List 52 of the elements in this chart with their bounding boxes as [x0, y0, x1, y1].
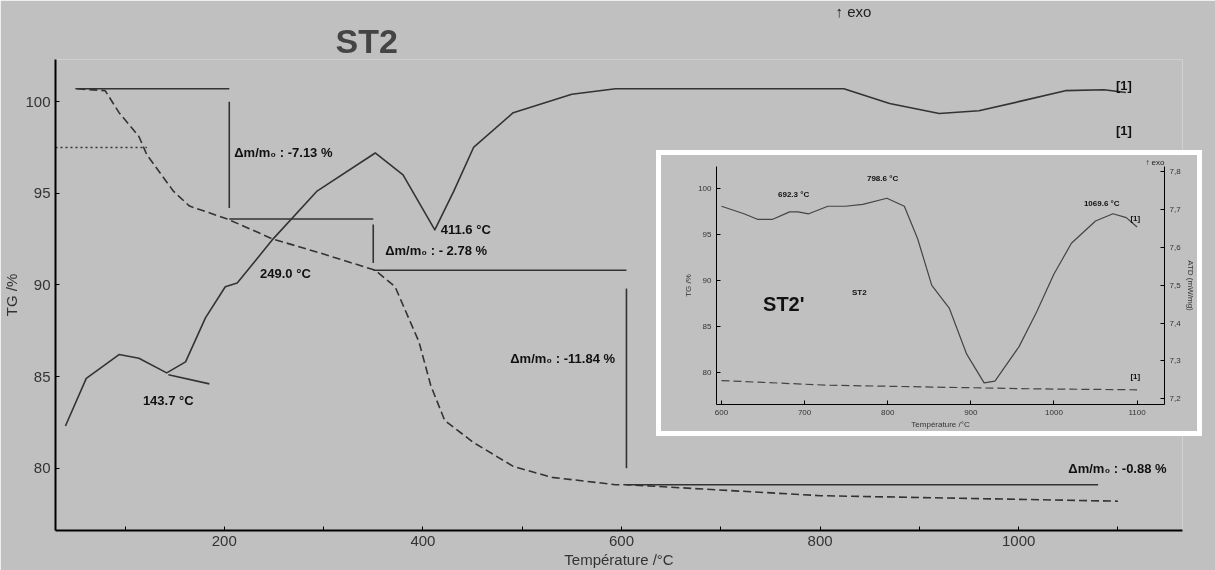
x-tick-label: 1000: [1001, 531, 1036, 549]
x-axis-title: Température /°C: [911, 419, 970, 429]
annotation: [1]: [1115, 123, 1132, 139]
x-tick-label: 400: [410, 531, 436, 549]
annotation: ↑ exo: [1145, 157, 1166, 167]
x-tick-label: 1000: [1045, 407, 1064, 417]
y-tick-label: 90: [33, 275, 51, 293]
x-tick-label: 600: [608, 531, 634, 549]
annotation: 692.3 °C: [778, 189, 810, 199]
annotation: 411.6 °C: [440, 222, 492, 238]
annotation: [1]: [1130, 214, 1141, 224]
annotation: ST2: [851, 287, 868, 297]
y-tick-label: 100: [698, 184, 713, 194]
text: ↑ exo: [835, 2, 872, 20]
annotation: ST2': [763, 293, 805, 316]
annotation: Δm/m₀ : -11.84 %: [510, 350, 616, 366]
y-tick-label: 80: [33, 459, 51, 477]
y2-tick-label: 7,6: [1169, 242, 1182, 252]
annotation: [1]: [1130, 371, 1141, 381]
y2-tick-label: 7,2: [1169, 394, 1182, 404]
annotation: Δm/m₀ : -0.88 %: [1068, 460, 1168, 476]
y-tick-label: 95: [702, 230, 713, 239]
x-tick-label: 900: [964, 407, 979, 417]
y2-tick-label: 7,4: [1169, 318, 1182, 328]
y-tick-label: 100: [25, 92, 51, 110]
annotation: Δm/m₀ : -7.13 %: [234, 145, 333, 161]
annotation: 798.6 °C: [866, 173, 899, 183]
y-tick-label: 85: [33, 367, 51, 385]
y2-tick-label: 7,7: [1169, 205, 1182, 215]
x-tick-label: 800: [881, 407, 895, 417]
y2-tick-label: 7,5: [1169, 280, 1182, 290]
y-axis-title: TG /%: [3, 273, 21, 317]
y-tick-label: 85: [702, 321, 713, 331]
x-tick-label: 700: [797, 407, 812, 417]
x-tick-label: 600: [714, 407, 729, 417]
y-axis-title: TG /%: [684, 274, 694, 297]
y2-tick-label: 7,8: [1169, 167, 1182, 177]
chart-title: ST2: [335, 21, 398, 60]
annotation: 143.7 °C: [142, 392, 195, 408]
y-tick-label: 90: [702, 275, 713, 285]
x-tick-label: 800: [807, 531, 833, 549]
x-tick-label: 200: [211, 531, 237, 549]
annotation: 1069.6 °C: [1083, 198, 1120, 208]
y2-tick-label: 7,3: [1169, 356, 1182, 366]
y-tick-label: 80: [702, 367, 713, 377]
y2-axis-title: ATD (mW/mg): [1185, 260, 1195, 312]
annotation: [1]: [1115, 77, 1132, 93]
annotation: 249.0 °C: [260, 266, 312, 282]
x-tick-label: 1100: [1128, 407, 1147, 417]
x-axis-title: Température /°C: [564, 550, 674, 568]
annotation: Δm/m₀ : - 2.78 %: [385, 242, 488, 258]
y-tick-label: 95: [33, 184, 51, 202]
